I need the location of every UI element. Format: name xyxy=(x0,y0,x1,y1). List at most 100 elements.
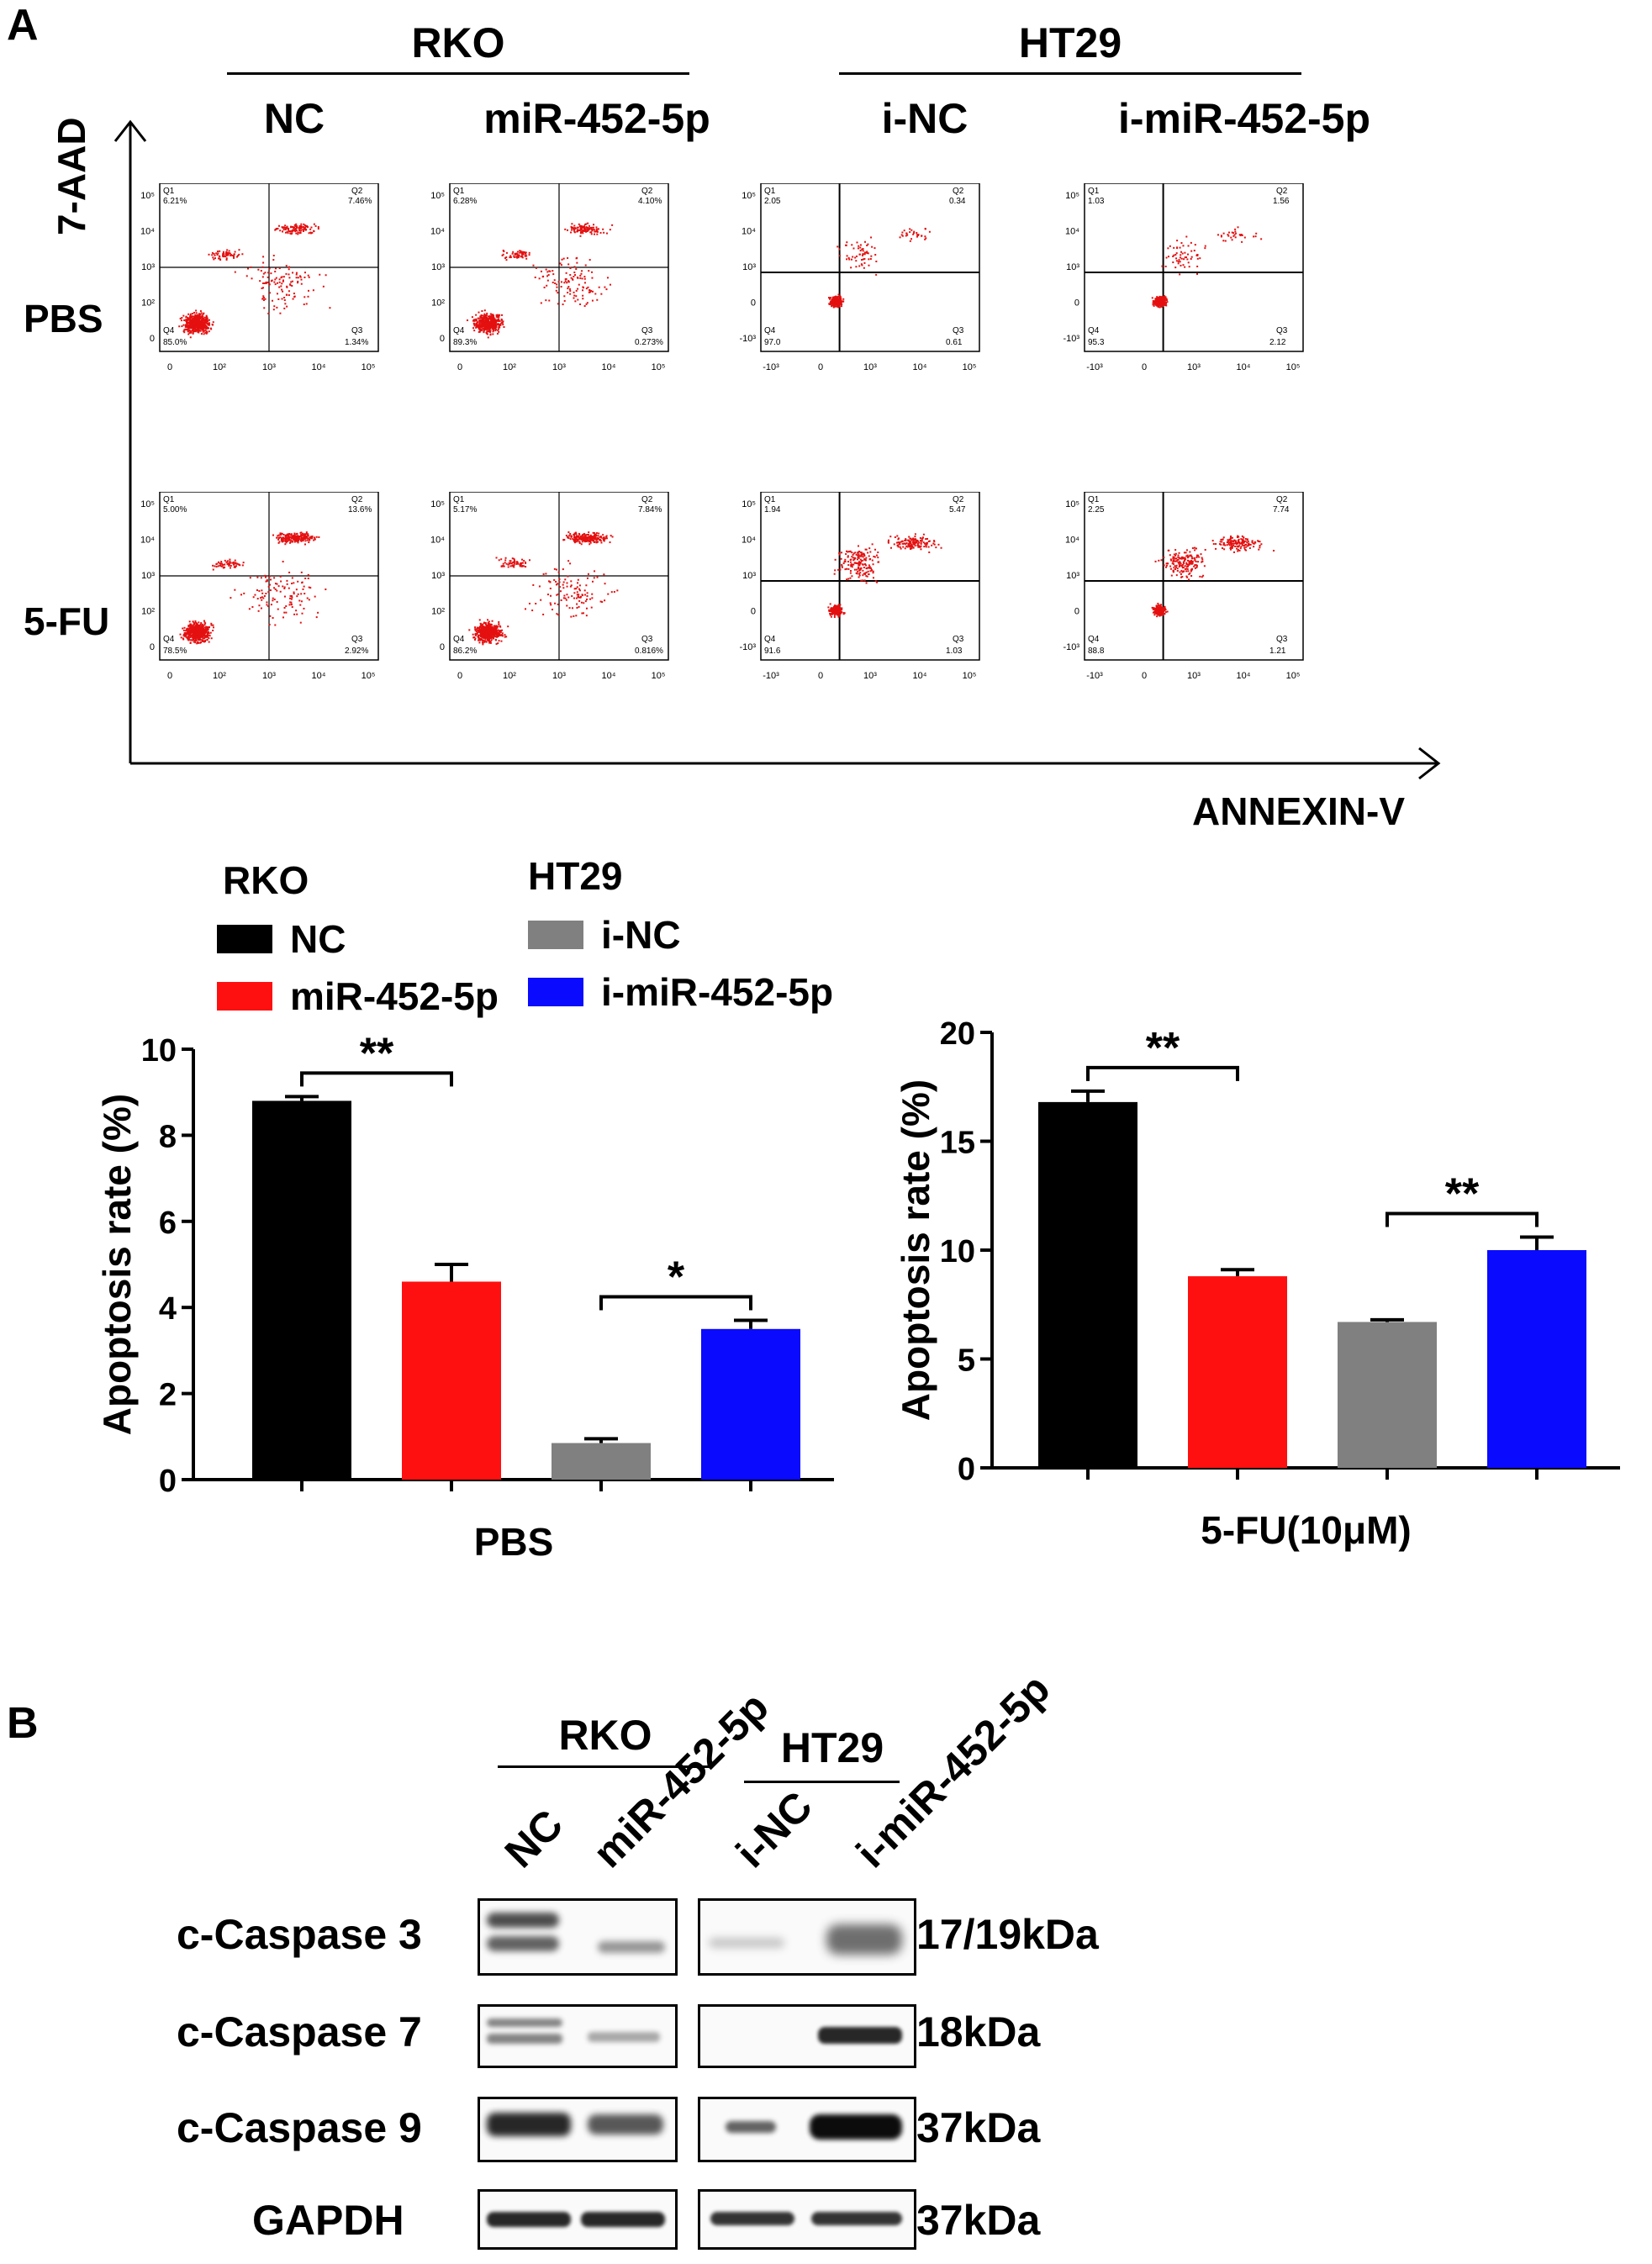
flow-event xyxy=(282,230,284,233)
flow-event xyxy=(299,275,302,277)
flow-event xyxy=(511,565,514,567)
flow-event xyxy=(909,542,911,545)
flow-event xyxy=(481,326,483,329)
flow-event xyxy=(583,612,585,615)
flow-x-tick: -10³ xyxy=(1086,362,1103,372)
flow-event xyxy=(233,566,235,568)
flow-x-tick: -10³ xyxy=(763,362,779,372)
flow-event xyxy=(831,304,833,307)
flow-event xyxy=(191,316,193,319)
flow-event xyxy=(829,603,831,605)
flow-event xyxy=(1176,240,1179,242)
flow-event xyxy=(488,623,491,625)
flow-event xyxy=(909,231,911,234)
flow-event xyxy=(185,319,187,321)
flow-event xyxy=(306,536,309,539)
flow-event xyxy=(497,634,499,636)
flow-event xyxy=(281,276,283,278)
flow-event xyxy=(274,229,277,231)
flow-event xyxy=(300,535,303,537)
flow-event xyxy=(196,318,198,320)
flow-event xyxy=(295,536,298,538)
flow-event xyxy=(295,224,298,227)
flow-event xyxy=(296,538,298,541)
flow-event xyxy=(591,271,594,273)
flow-event xyxy=(476,626,478,629)
flow-event xyxy=(201,318,203,320)
flow-event xyxy=(489,315,492,318)
flow-event xyxy=(208,322,210,325)
flow-event xyxy=(187,317,190,319)
flow-event xyxy=(858,557,860,559)
flow-event xyxy=(859,562,862,565)
flow-event xyxy=(518,255,520,257)
flow-event xyxy=(267,585,270,588)
flow-event xyxy=(567,560,570,562)
flow-x-tick: 0 xyxy=(1142,362,1147,372)
flow-event xyxy=(1185,256,1188,259)
flow-event xyxy=(325,274,327,277)
flow-event xyxy=(192,318,194,320)
flow-event xyxy=(198,627,201,630)
flow-event xyxy=(289,539,292,541)
flow-event xyxy=(198,625,201,627)
flow-event xyxy=(602,534,604,536)
flow-event xyxy=(563,299,566,302)
flow-plot: Q16.21%Q27.46%Q485.0%Q31.34%10⁵10⁴10³10²… xyxy=(140,183,379,372)
flow-event xyxy=(489,640,492,642)
flow-event xyxy=(235,562,238,565)
flow-event xyxy=(577,298,579,301)
flow-event xyxy=(298,538,301,541)
flow-event xyxy=(1160,298,1163,300)
flow-event xyxy=(859,244,862,246)
flow-event xyxy=(837,295,840,298)
flow-event xyxy=(297,233,299,235)
flow-event xyxy=(573,592,576,594)
flow-q4-name: Q4 xyxy=(1088,326,1100,335)
flow-event xyxy=(900,547,902,550)
flow-event xyxy=(567,286,570,288)
flow-q3-name: Q3 xyxy=(953,635,964,644)
flow-event xyxy=(178,325,181,328)
flow-x-tick: 10⁵ xyxy=(652,671,666,681)
flow-event xyxy=(581,538,583,541)
flow-event xyxy=(478,321,481,324)
flow-event xyxy=(838,248,841,251)
flow-event xyxy=(234,251,236,253)
flow-event xyxy=(562,257,565,260)
flow-event xyxy=(522,565,525,567)
flow-event xyxy=(188,620,191,623)
flow-event xyxy=(205,315,208,318)
flow-event xyxy=(189,325,192,328)
flow-event xyxy=(902,546,905,548)
flow-event xyxy=(549,581,552,583)
flow-event xyxy=(288,536,291,538)
flow-event xyxy=(595,539,598,541)
flow-event xyxy=(862,258,864,261)
flow-event xyxy=(828,303,831,305)
flow-event xyxy=(572,538,574,541)
flow-event xyxy=(224,252,227,255)
flow-event xyxy=(865,575,868,578)
flow-event xyxy=(294,536,297,539)
flow-event xyxy=(1166,301,1169,303)
flow-event xyxy=(272,299,274,302)
flow-event xyxy=(1161,608,1164,610)
flow-event xyxy=(843,560,846,562)
flow-event xyxy=(914,536,916,538)
flow-event xyxy=(187,325,190,328)
flow-x-tick: 10⁵ xyxy=(963,362,977,372)
flow-event xyxy=(495,314,498,316)
flow-event xyxy=(837,568,840,571)
flow-event xyxy=(858,550,861,552)
flow-event xyxy=(206,636,208,638)
flow-event xyxy=(497,625,499,628)
flow-y-tick: 10⁴ xyxy=(742,536,756,546)
flow-event xyxy=(198,319,200,322)
flow-event xyxy=(314,538,316,541)
flow-event xyxy=(311,536,314,538)
flow-event xyxy=(838,553,841,556)
flow-event xyxy=(1196,254,1199,256)
flow-event xyxy=(192,620,194,623)
flow-event xyxy=(578,536,580,539)
